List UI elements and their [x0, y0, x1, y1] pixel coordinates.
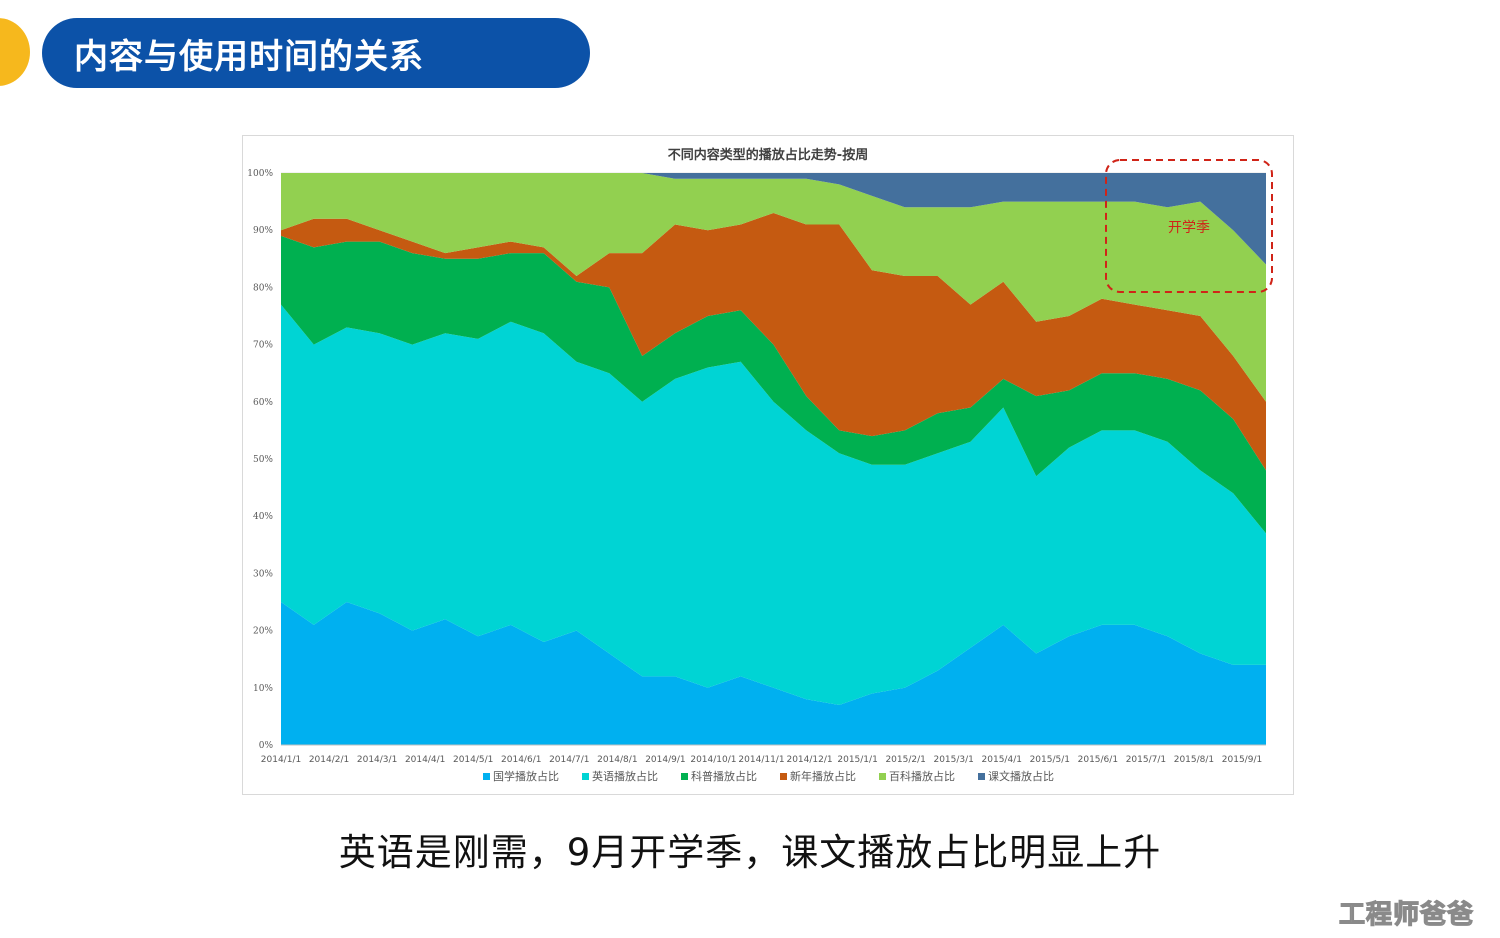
x-tick-label: 2014/7/1 — [549, 755, 589, 765]
y-tick-label: 30% — [253, 569, 273, 579]
y-tick-label: 100% — [247, 169, 273, 179]
legend-label: 科普播放占比 — [691, 769, 757, 783]
x-tick-label: 2015/1/1 — [837, 755, 877, 765]
x-tick-label: 2015/4/1 — [982, 755, 1022, 765]
x-tick-label: 2014/4/1 — [405, 755, 445, 765]
area-series — [281, 173, 1266, 265]
area-series — [281, 213, 1266, 471]
x-tick-label: 2014/5/1 — [453, 755, 493, 765]
x-tick-label: 2015/2/1 — [885, 755, 925, 765]
area-series — [281, 304, 1266, 705]
legend-swatch — [879, 773, 886, 780]
x-tick-label: 2014/1/1 — [261, 755, 301, 765]
area-series — [281, 235, 1266, 534]
x-tick-label: 2015/7/1 — [1126, 755, 1166, 765]
x-tick-label: 2014/8/1 — [597, 755, 637, 765]
watermark: 工程师爸爸 — [1338, 899, 1474, 930]
x-tick-label: 2015/9/1 — [1222, 755, 1262, 765]
chart-frame: 不同内容类型的播放占比走势-按周 0% 10% 20% 30% 40% 50% 60% 70%… — [242, 135, 1294, 795]
page-title: 内容与使用时间的关系 — [74, 36, 424, 77]
legend-label: 百科播放占比 — [889, 769, 955, 783]
x-tick-label: 2014/2/1 — [309, 755, 349, 765]
area-series — [281, 602, 1266, 745]
x-tick-label: 2015/6/1 — [1078, 755, 1118, 765]
accent-dot — [0, 18, 30, 86]
page-title-banner: 内容与使用时间的关系 — [42, 18, 590, 88]
y-tick-label: 50% — [253, 455, 273, 465]
annotation-label: 开学季 — [1168, 220, 1210, 236]
y-tick-label: 20% — [253, 627, 273, 637]
x-tick-label: 2014/12/1 — [786, 755, 832, 765]
legend-label: 课文播放占比 — [988, 769, 1054, 783]
legend-swatch — [780, 773, 787, 780]
legend-swatch — [483, 773, 490, 780]
x-tick-label: 2014/6/1 — [501, 755, 541, 765]
x-axis: 2014/1/1 2014/2/1 2014/3/1 2014/4/1 2014/5/1… — [261, 744, 1266, 765]
y-tick-label: 10% — [253, 684, 273, 694]
y-tick-label: 60% — [253, 398, 273, 408]
y-tick-label: 0% — [259, 741, 274, 751]
chart-areas — [281, 173, 1266, 745]
x-tick-label: 2014/3/1 — [357, 755, 397, 765]
y-tick-label: 90% — [253, 226, 273, 236]
chart-legend: 国学播放占比 英语播放占比 科普播放占比 新年播放占比 百科播放占比 课文播放占比 — [483, 769, 1054, 783]
x-tick-label: 2014/10/1 — [690, 755, 736, 765]
stacked-area-chart: 不同内容类型的播放占比走势-按周 0% 10% 20% 30% 40% 50% 60% 70%… — [247, 147, 1273, 783]
legend-swatch — [582, 773, 589, 780]
x-tick-label: 2015/5/1 — [1030, 755, 1070, 765]
legend-swatch — [978, 773, 985, 780]
y-tick-label: 80% — [253, 283, 273, 293]
legend-swatch — [681, 773, 688, 780]
y-tick-label: 70% — [253, 341, 273, 351]
legend-label: 国学播放占比 — [493, 769, 559, 783]
x-tick-label: 2015/3/1 — [933, 755, 973, 765]
x-tick-label: 2014/11/1 — [738, 755, 784, 765]
y-axis: 0% 10% 20% 30% 40% 50% 60% 70% 80% 90% 100% — [247, 169, 273, 751]
annotation-box — [1105, 159, 1273, 293]
x-tick-label: 2014/9/1 — [645, 755, 685, 765]
x-tick-label: 2015/8/1 — [1174, 755, 1214, 765]
annotation-group: 开学季 — [1105, 159, 1273, 293]
slide-caption: 英语是刚需，9月开学季，课文播放占比明显上升 — [338, 831, 1162, 874]
y-tick-label: 40% — [253, 512, 273, 522]
area-series — [281, 173, 1266, 402]
legend-label: 新年播放占比 — [790, 769, 856, 783]
chart-title: 不同内容类型的播放占比走势-按周 — [668, 147, 868, 163]
legend-label: 英语播放占比 — [592, 769, 658, 783]
